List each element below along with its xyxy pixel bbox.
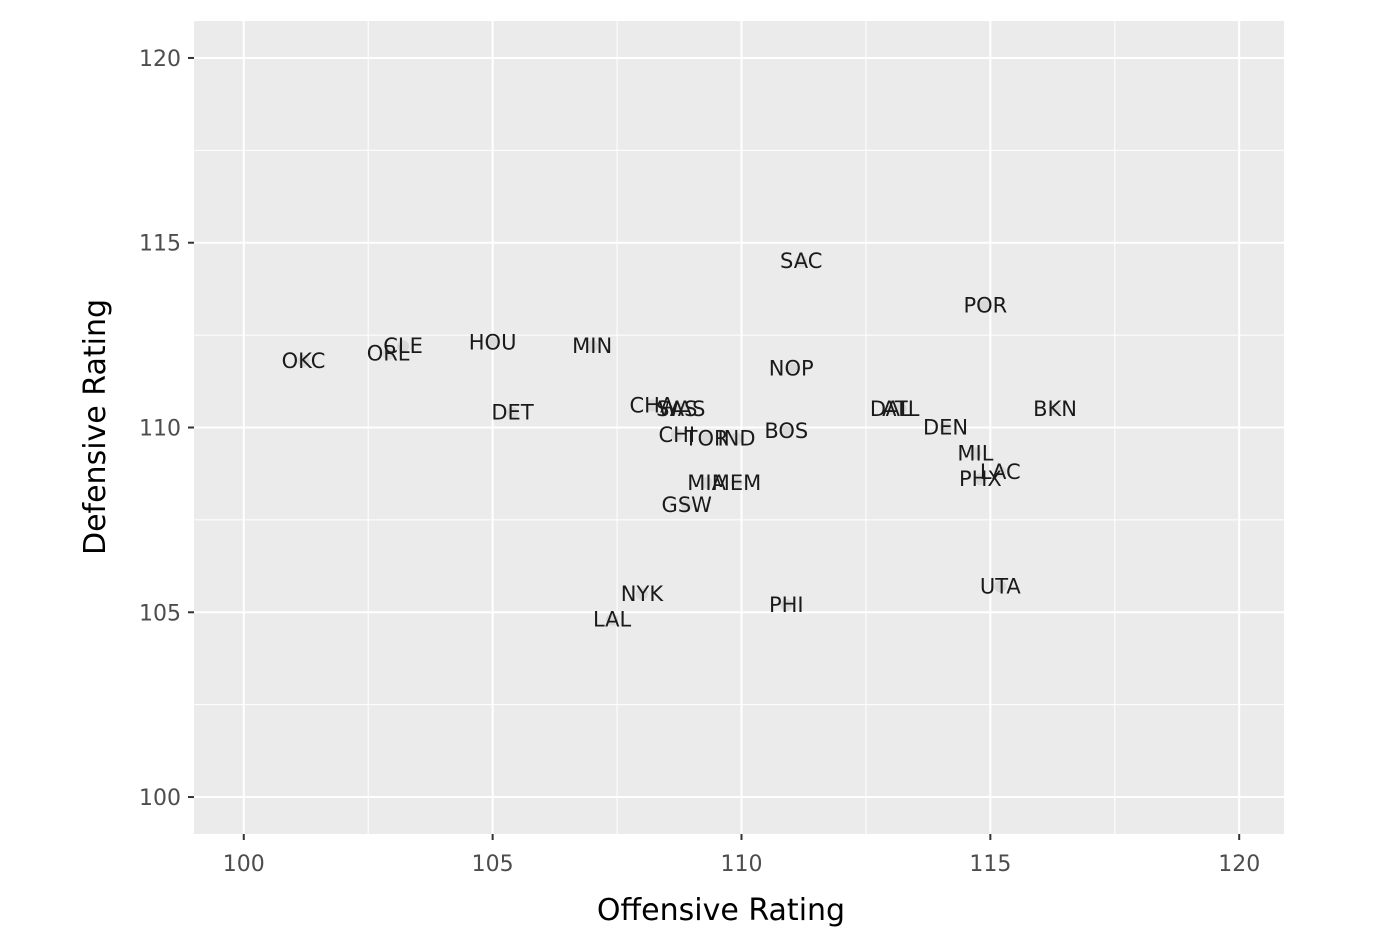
point-dal — [884, 403, 897, 416]
label-mil: MIL — [957, 441, 993, 465]
major-gridlines — [194, 21, 1284, 834]
label-atl: ATL — [882, 397, 920, 421]
label-mem: MEM — [712, 471, 762, 495]
x-axis-title: Offensive Rating — [597, 893, 845, 928]
label-okc: OKC — [282, 349, 326, 373]
label-lal: LAL — [593, 608, 632, 632]
point-sas — [670, 403, 683, 416]
label-phi: PHI — [769, 593, 804, 617]
x-tick-label: 105 — [472, 852, 514, 877]
point-hou — [486, 336, 499, 349]
label-nop: NOP — [769, 356, 814, 380]
label-was: WAS — [658, 397, 705, 421]
point-phx — [974, 473, 987, 486]
point-bos — [780, 425, 793, 438]
label-cha: CHA — [629, 393, 674, 417]
label-cle: CLE — [383, 334, 423, 358]
point-cha — [645, 399, 658, 412]
point-nop — [785, 362, 798, 375]
y-tick-label: 115 — [139, 232, 181, 257]
point-orl — [382, 347, 395, 360]
label-tor: TOR — [684, 427, 729, 451]
point-nyk — [635, 587, 648, 600]
point-mem — [730, 476, 743, 489]
point-chi — [670, 428, 683, 441]
point-gsw — [680, 499, 693, 512]
point-tor — [700, 432, 713, 445]
x-axis: 100 105 110 115 120 — [223, 834, 1260, 877]
label-sac: SAC — [780, 249, 822, 273]
point-min — [586, 340, 599, 353]
label-lac: LAC — [980, 460, 1021, 484]
x-tick-label: 110 — [720, 852, 762, 877]
label-uta: UTA — [980, 574, 1022, 598]
point-sac — [795, 255, 808, 268]
point-mia — [700, 476, 713, 489]
point-okc — [297, 354, 310, 367]
label-nyk: NYK — [621, 582, 665, 606]
label-den: DEN — [923, 416, 968, 440]
y-tick-label: 100 — [139, 786, 181, 811]
label-bkn: BKN — [1033, 397, 1077, 421]
y-tick-label: 110 — [139, 417, 181, 442]
label-hou: HOU — [469, 331, 517, 355]
label-sas: SAS — [656, 397, 697, 421]
y-axis: 100 105 110 115 120 — [139, 47, 194, 811]
y-axis-title: Defensive Rating — [78, 299, 113, 555]
point-atl — [894, 403, 907, 416]
point-bkn — [1049, 403, 1062, 416]
point-lal — [606, 613, 619, 626]
label-min: MIN — [572, 334, 612, 358]
label-phx: PHX — [959, 467, 1002, 491]
point-cle — [397, 340, 410, 353]
label-gsw: GSW — [662, 493, 713, 517]
point-mil — [969, 447, 982, 460]
label-mia: MIA — [687, 471, 726, 495]
point-ind — [730, 432, 743, 445]
x-tick-label: 100 — [223, 852, 265, 877]
point-lac — [994, 465, 1007, 478]
y-tick-label: 105 — [139, 601, 181, 626]
y-tick-label: 120 — [139, 47, 181, 72]
label-dal: DAL — [870, 397, 912, 421]
data-points — [297, 255, 1062, 626]
label-det: DET — [491, 401, 533, 425]
label-por: POR — [963, 294, 1007, 318]
label-orl: ORL — [367, 342, 410, 366]
x-tick-label: 120 — [1218, 852, 1260, 877]
point-det — [506, 406, 519, 419]
label-chi: CHI — [658, 423, 695, 447]
point-uta — [994, 580, 1007, 593]
point-phi — [780, 598, 793, 611]
label-ind: IND — [717, 427, 755, 451]
label-bos: BOS — [764, 419, 808, 443]
point-den — [939, 421, 952, 434]
point-por — [979, 299, 992, 312]
x-tick-label: 115 — [969, 852, 1011, 877]
